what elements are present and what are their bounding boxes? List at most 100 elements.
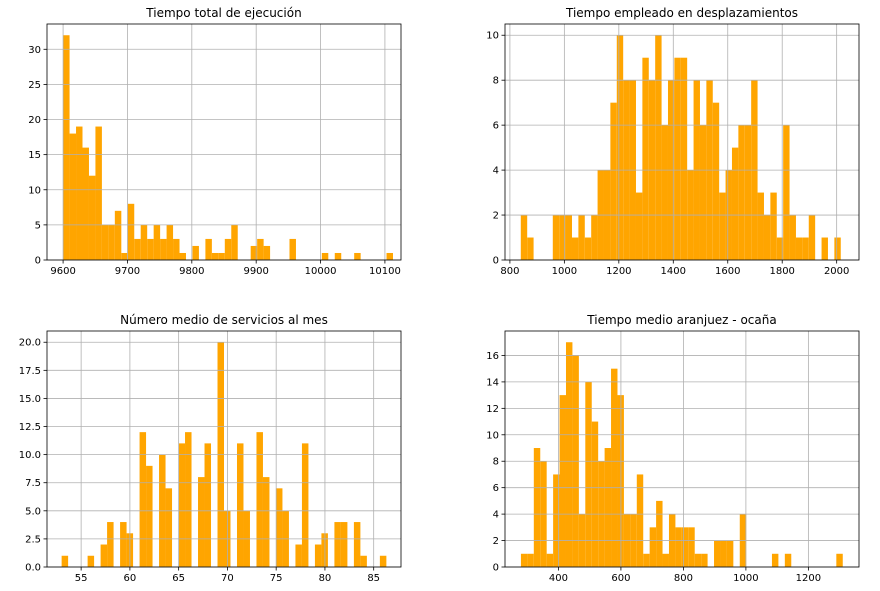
- x-tick-label: 1400: [661, 266, 686, 277]
- y-tick-label: 25: [28, 80, 41, 91]
- x-tick-label: 1000: [552, 266, 577, 277]
- histogram-bar: [611, 368, 618, 567]
- histogram-bar: [301, 443, 309, 567]
- histogram-bar: [153, 224, 161, 260]
- histogram-bar: [635, 192, 643, 260]
- x-tick-label: 80: [319, 573, 332, 584]
- x-tick-label: 400: [549, 573, 568, 584]
- histogram-bar: [88, 175, 96, 260]
- chart-title: Tiempo total de ejecución: [145, 6, 301, 20]
- x-tick-label: 85: [367, 573, 380, 584]
- histogram-bar: [147, 238, 154, 260]
- histogram-bar: [783, 125, 790, 260]
- y-tick-label: 7.5: [25, 478, 41, 489]
- histogram-bar: [836, 553, 843, 567]
- histogram-bar: [738, 125, 745, 260]
- histogram-bar: [173, 238, 180, 260]
- histogram-bar: [661, 125, 668, 260]
- x-tick-label: 70: [221, 573, 234, 584]
- y-tick-label: 8: [493, 76, 499, 87]
- x-tick-label: 800: [674, 573, 693, 584]
- histogram-panel-3: 55 60 65 70 75 80 85 0.0 2.5 5.0 7.5 10.0 12.5 15.0 17…: [19, 313, 402, 584]
- histogram-bar: [82, 147, 89, 260]
- histogram-bar: [565, 215, 572, 260]
- axes-frame: [504, 330, 860, 568]
- x-tick-label: 9600: [50, 266, 75, 277]
- histogram-bar: [527, 237, 534, 260]
- histogram-bar: [701, 553, 708, 567]
- histogram-bar: [263, 245, 271, 260]
- histogram-bar: [87, 555, 95, 567]
- chart-title: Tiempo empleado en desplazamientos: [565, 6, 798, 20]
- histogram-bar: [114, 210, 122, 260]
- x-tick-label: 10100: [369, 266, 401, 277]
- histogram-bar: [662, 553, 669, 567]
- histogram-bar: [795, 237, 803, 260]
- histogram-bar: [688, 527, 695, 567]
- chart-title: Número medio de servicios al mes: [120, 313, 328, 327]
- histogram-bar: [257, 238, 264, 260]
- histogram-bar: [275, 488, 283, 567]
- histogram-bar: [565, 342, 573, 567]
- histogram-bar: [520, 553, 528, 567]
- histogram-bar: [211, 252, 219, 260]
- histogram-bar: [802, 237, 809, 260]
- histogram-bar: [731, 147, 739, 260]
- histogram-bar: [295, 544, 302, 567]
- histogram-bar: [69, 133, 77, 260]
- y-tick-label: 15.0: [19, 394, 41, 405]
- axes-frame: [46, 23, 402, 261]
- histogram-bar: [584, 237, 592, 260]
- histogram-bar: [256, 432, 263, 567]
- histogram-bar: [386, 252, 393, 260]
- histogram-bar: [770, 192, 777, 260]
- histogram-bar: [714, 540, 721, 567]
- histogram-bar: [289, 238, 296, 260]
- x-tick-label: 75: [270, 573, 283, 584]
- histogram-bar: [585, 381, 592, 567]
- y-tick-label: 12.5: [19, 422, 41, 433]
- histogram-bar: [834, 237, 841, 260]
- histogram-bar: [784, 553, 792, 567]
- histogram-bar: [642, 57, 649, 261]
- y-tick-label: 0: [35, 256, 41, 267]
- histogram-bar: [656, 500, 663, 567]
- y-tick-label: 6: [493, 121, 499, 132]
- x-tick-label: 600: [611, 573, 630, 584]
- histogram-bar: [681, 527, 689, 567]
- histogram-bar: [139, 432, 147, 567]
- x-tick-label: 2000: [824, 266, 849, 277]
- histogram-bar: [107, 522, 114, 567]
- x-tick-label: 10000: [305, 266, 337, 277]
- x-tick-label: 1200: [796, 573, 821, 584]
- histogram-bar: [699, 125, 707, 260]
- y-tick-label: 0.0: [25, 563, 41, 574]
- histogram-bar: [771, 553, 779, 567]
- y-tick-label: 6: [493, 483, 499, 494]
- histogram-bar: [726, 540, 734, 567]
- y-tick-label: 14: [486, 377, 499, 388]
- histogram-bar: [63, 35, 70, 260]
- histogram-bar: [108, 224, 115, 260]
- x-tick-label: 800: [500, 266, 519, 277]
- histogram-bar: [231, 224, 238, 260]
- histogram-bar: [821, 237, 828, 260]
- histogram-bar: [120, 522, 127, 567]
- histogram-bar: [140, 224, 148, 260]
- y-tick-label: 2.5: [25, 534, 41, 545]
- x-tick-label: 60: [124, 573, 137, 584]
- histogram-bar: [250, 245, 258, 260]
- histogram-bar: [127, 203, 135, 260]
- histogram-bar: [643, 553, 650, 567]
- histogram-bar: [334, 252, 342, 260]
- histogram-bar: [236, 443, 244, 567]
- histogram-bar: [262, 477, 270, 567]
- histogram-bar: [720, 540, 727, 567]
- histogram-bar: [224, 238, 232, 260]
- x-tick-label: 1000: [733, 573, 758, 584]
- histogram-bar: [616, 35, 624, 260]
- y-tick-label: 17.5: [19, 366, 41, 377]
- histogram-panel-4: 400 600 800 1000 1200 0 2 4 6 8 10 12 14 16 Tiempo med…: [486, 313, 860, 584]
- histogram-bar: [636, 474, 644, 567]
- histogram-bar: [604, 448, 612, 567]
